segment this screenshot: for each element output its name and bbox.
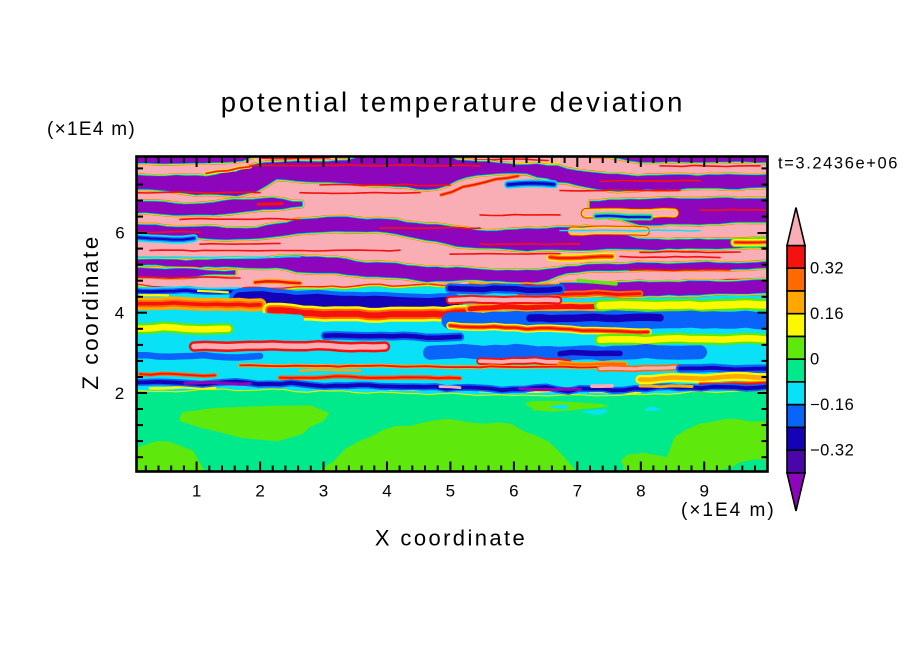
svg-text:−0.16: −0.16	[810, 396, 854, 414]
svg-text:0.32: 0.32	[810, 260, 844, 278]
svg-text:1: 1	[192, 482, 201, 501]
svg-text:6: 6	[115, 224, 124, 243]
svg-text:0.16: 0.16	[810, 305, 844, 323]
svg-text:0: 0	[810, 351, 820, 369]
svg-text:4: 4	[382, 482, 391, 501]
svg-text:2: 2	[255, 482, 264, 501]
svg-text:−0.32: −0.32	[810, 442, 854, 460]
svg-text:Z coordinate: Z coordinate	[78, 234, 103, 390]
svg-text:3: 3	[319, 482, 328, 501]
svg-text:5: 5	[446, 482, 455, 501]
svg-text:potential temperature deviat: potential temperature deviation	[221, 87, 685, 118]
svg-text:(×1E4 m): (×1E4 m)	[681, 500, 776, 521]
svg-text:(×1E4 m): (×1E4 m)	[47, 119, 136, 140]
svg-text:X coordinate: X coordinate	[375, 526, 527, 551]
svg-text:8: 8	[636, 482, 645, 501]
svg-text:9: 9	[699, 482, 708, 501]
svg-text:2: 2	[115, 384, 124, 403]
svg-text:t=3.2436e+06: t=3.2436e+06	[778, 155, 899, 173]
svg-text:4: 4	[115, 304, 124, 323]
svg-text:6: 6	[509, 482, 518, 501]
svg-text:7: 7	[573, 482, 582, 501]
